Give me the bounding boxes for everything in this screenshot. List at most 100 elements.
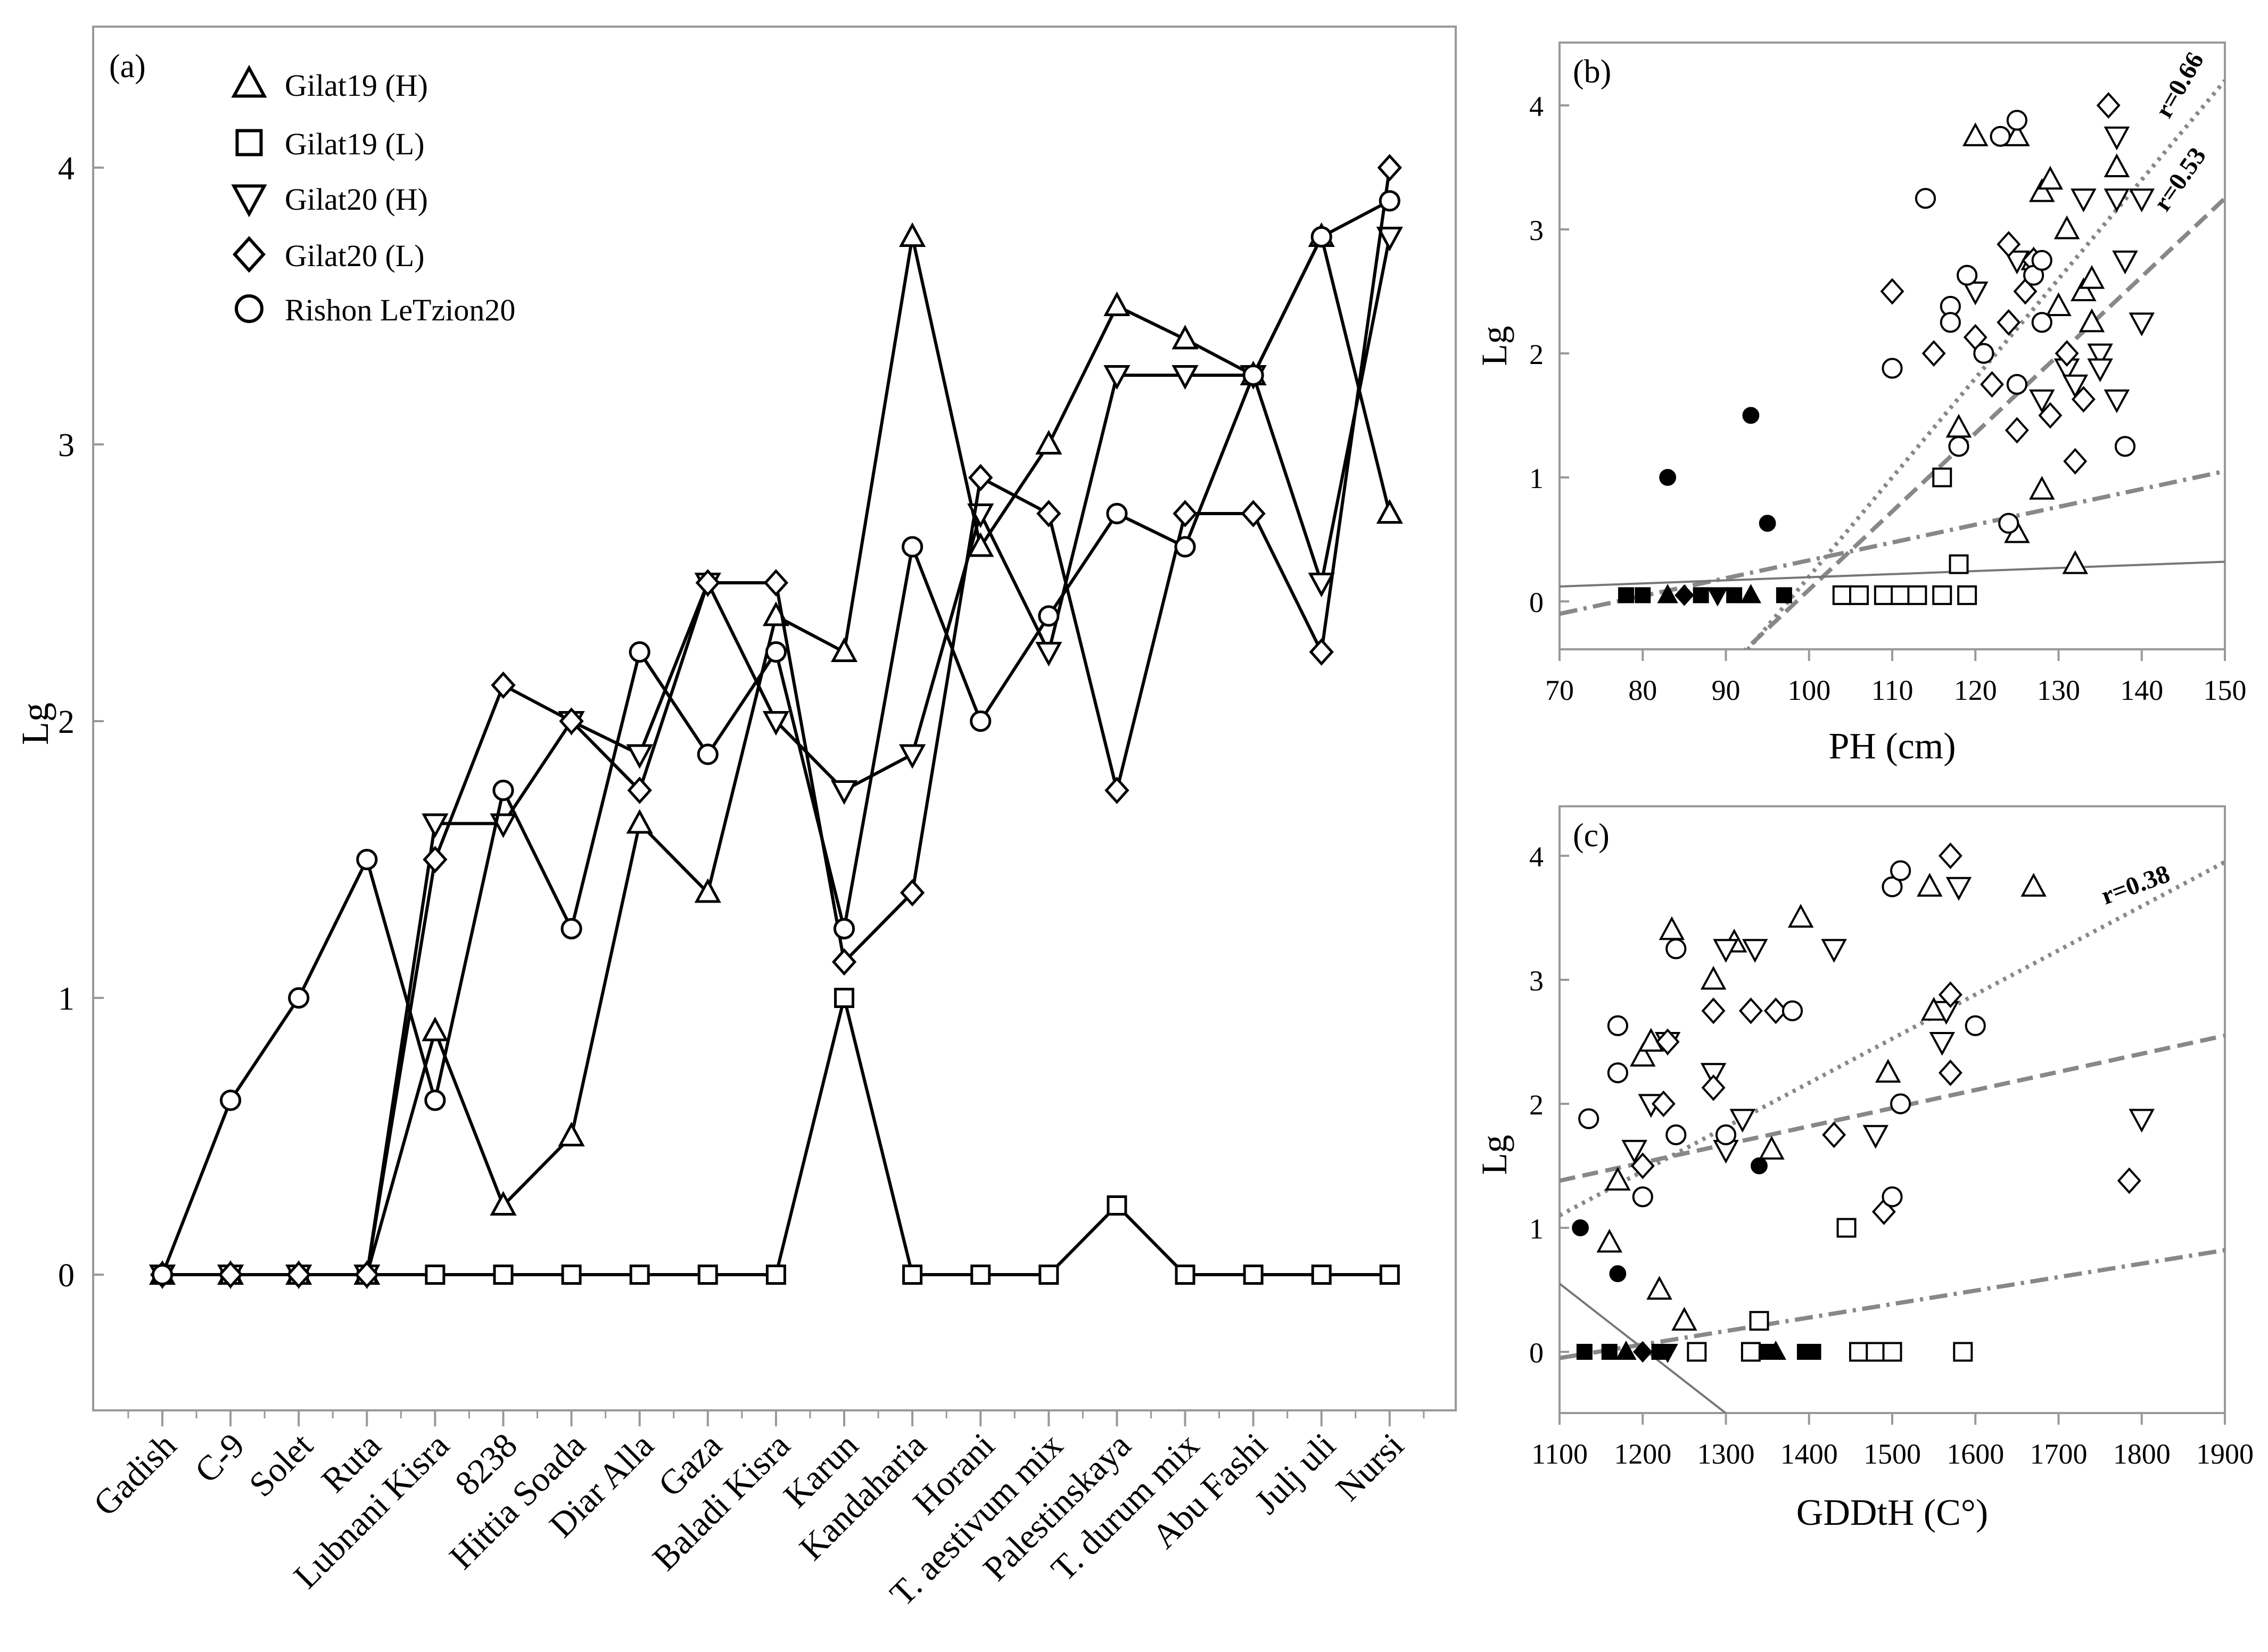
data-point xyxy=(1241,500,1266,527)
data-point xyxy=(1106,502,1128,525)
point-triangle-up xyxy=(2046,292,2072,316)
data-point xyxy=(354,1261,380,1288)
point-circle xyxy=(1890,1093,1911,1114)
series-rishon-letzion20 xyxy=(151,190,1400,1286)
point-circle xyxy=(1957,265,1978,286)
x-tick-label: 1300 xyxy=(1697,1438,1755,1470)
point-diamond xyxy=(2055,340,2079,367)
point-diamond xyxy=(1651,1091,1676,1117)
point-triangle-up xyxy=(1962,122,1989,146)
legend-label: Gilat19 (H) xyxy=(285,68,428,103)
point-circle xyxy=(1998,513,2019,534)
data-point xyxy=(1103,291,1131,316)
data-point xyxy=(1104,777,1129,804)
data-point xyxy=(1310,226,1332,248)
point-square xyxy=(1849,1342,1869,1362)
point-circle xyxy=(1940,312,1961,333)
data-point xyxy=(1377,154,1402,181)
data-point xyxy=(356,848,378,871)
point-diamond xyxy=(1921,340,1946,367)
point-triangle-up xyxy=(1605,1167,1631,1191)
scatter-points xyxy=(1618,92,2155,607)
point-triangle-up xyxy=(2037,166,2064,190)
point-diamond xyxy=(2117,1167,2141,1194)
panel-a-series xyxy=(149,154,1403,1290)
y-tick-label: 2 xyxy=(1529,1089,1544,1121)
x-tick-label: 1200 xyxy=(1614,1438,1671,1470)
point-triangle-down xyxy=(2087,343,2113,368)
point-diamond xyxy=(2013,278,2038,305)
regression-lines xyxy=(1560,860,2225,1413)
point-diamond xyxy=(2071,386,2096,413)
regression-line-solid xyxy=(1560,560,2225,588)
point-diamond xyxy=(1738,997,1763,1025)
point-circle xyxy=(1973,343,1994,364)
data-point xyxy=(763,569,789,597)
point-circle xyxy=(1882,1186,1903,1208)
point-square xyxy=(1882,1342,1902,1362)
data-point xyxy=(422,813,449,838)
x-tick-label: 150 xyxy=(2204,674,2247,706)
regression-line-solid xyxy=(1560,1283,1728,1413)
filled-point xyxy=(1633,1341,1653,1363)
point-triangle-up xyxy=(2028,476,2055,500)
data-point xyxy=(765,641,787,663)
point-triangle-up xyxy=(2062,550,2089,574)
point-circle xyxy=(2006,374,2027,395)
data-point xyxy=(151,1263,174,1286)
point-diamond xyxy=(1630,1152,1655,1179)
data-point xyxy=(492,779,514,802)
panel-a-y-axis: 0 1 2 3 4 xyxy=(58,151,104,1294)
x-tick-label: 70 xyxy=(1545,674,1574,706)
data-point xyxy=(1243,1265,1264,1285)
data-point xyxy=(288,987,310,1009)
data-point xyxy=(902,536,923,558)
point-square xyxy=(1687,1342,1707,1362)
data-point xyxy=(898,744,926,769)
filled-point xyxy=(1609,1265,1627,1283)
point-triangle-up xyxy=(1638,1028,1664,1052)
panel-c-r-annotation: r=0.38 xyxy=(2098,860,2174,910)
data-point xyxy=(627,777,652,804)
point-diamond xyxy=(1655,1028,1680,1055)
filled-point xyxy=(1659,469,1677,486)
panel-a-frame xyxy=(92,26,1457,1411)
data-point xyxy=(697,1265,718,1285)
data-point xyxy=(1311,1265,1332,1285)
point-triangle-down xyxy=(1962,282,1989,305)
a-x-tick-label: Solet xyxy=(242,1426,320,1505)
panel-c-plot xyxy=(1560,842,2225,1413)
data-point xyxy=(1035,429,1062,455)
point-triangle-down xyxy=(1621,1139,1647,1164)
point-triangle-down xyxy=(2129,1109,2155,1133)
point-triangle-up xyxy=(1945,414,1972,438)
point-square xyxy=(1749,1311,1769,1331)
point-circle xyxy=(1890,860,1911,881)
point-diamond xyxy=(1701,997,1726,1025)
data-point xyxy=(1174,536,1196,558)
data-point xyxy=(970,710,992,732)
panel-b: (b) Lg PH (cm) r=0.66 r=0.53 70 80 90 100 11… xyxy=(1474,42,2247,767)
legend-marker xyxy=(235,294,263,323)
panel-c-x-label: GDDtH (C°) xyxy=(1796,1492,1988,1533)
point-triangle-up xyxy=(1629,1043,1656,1067)
filled-point xyxy=(1693,587,1709,604)
data-point xyxy=(629,641,650,663)
point-triangle-down xyxy=(1700,1063,1727,1087)
y-tick-label: 3 xyxy=(1529,965,1544,997)
point-triangle-down xyxy=(2028,389,2055,414)
data-point xyxy=(1172,325,1199,350)
point-square xyxy=(1874,585,1894,605)
panel-a-legend: Gilat19 (H) Gilat19 (L) Gilat20 (H) Gilat20… xyxy=(231,64,515,327)
point-square xyxy=(1907,585,1927,605)
a-y-tick-label: 3 xyxy=(58,427,75,464)
point-diamond xyxy=(1980,371,2004,398)
point-triangle-up xyxy=(1659,916,1685,940)
point-circle xyxy=(1965,1015,1986,1036)
panel-c-y-label: Lg xyxy=(1474,1135,1514,1175)
point-triangle-down xyxy=(2004,250,2030,275)
series-line xyxy=(161,199,1391,1276)
x-tick-label: 140 xyxy=(2120,674,2163,706)
data-point xyxy=(1107,1195,1127,1216)
data-point xyxy=(898,222,926,247)
